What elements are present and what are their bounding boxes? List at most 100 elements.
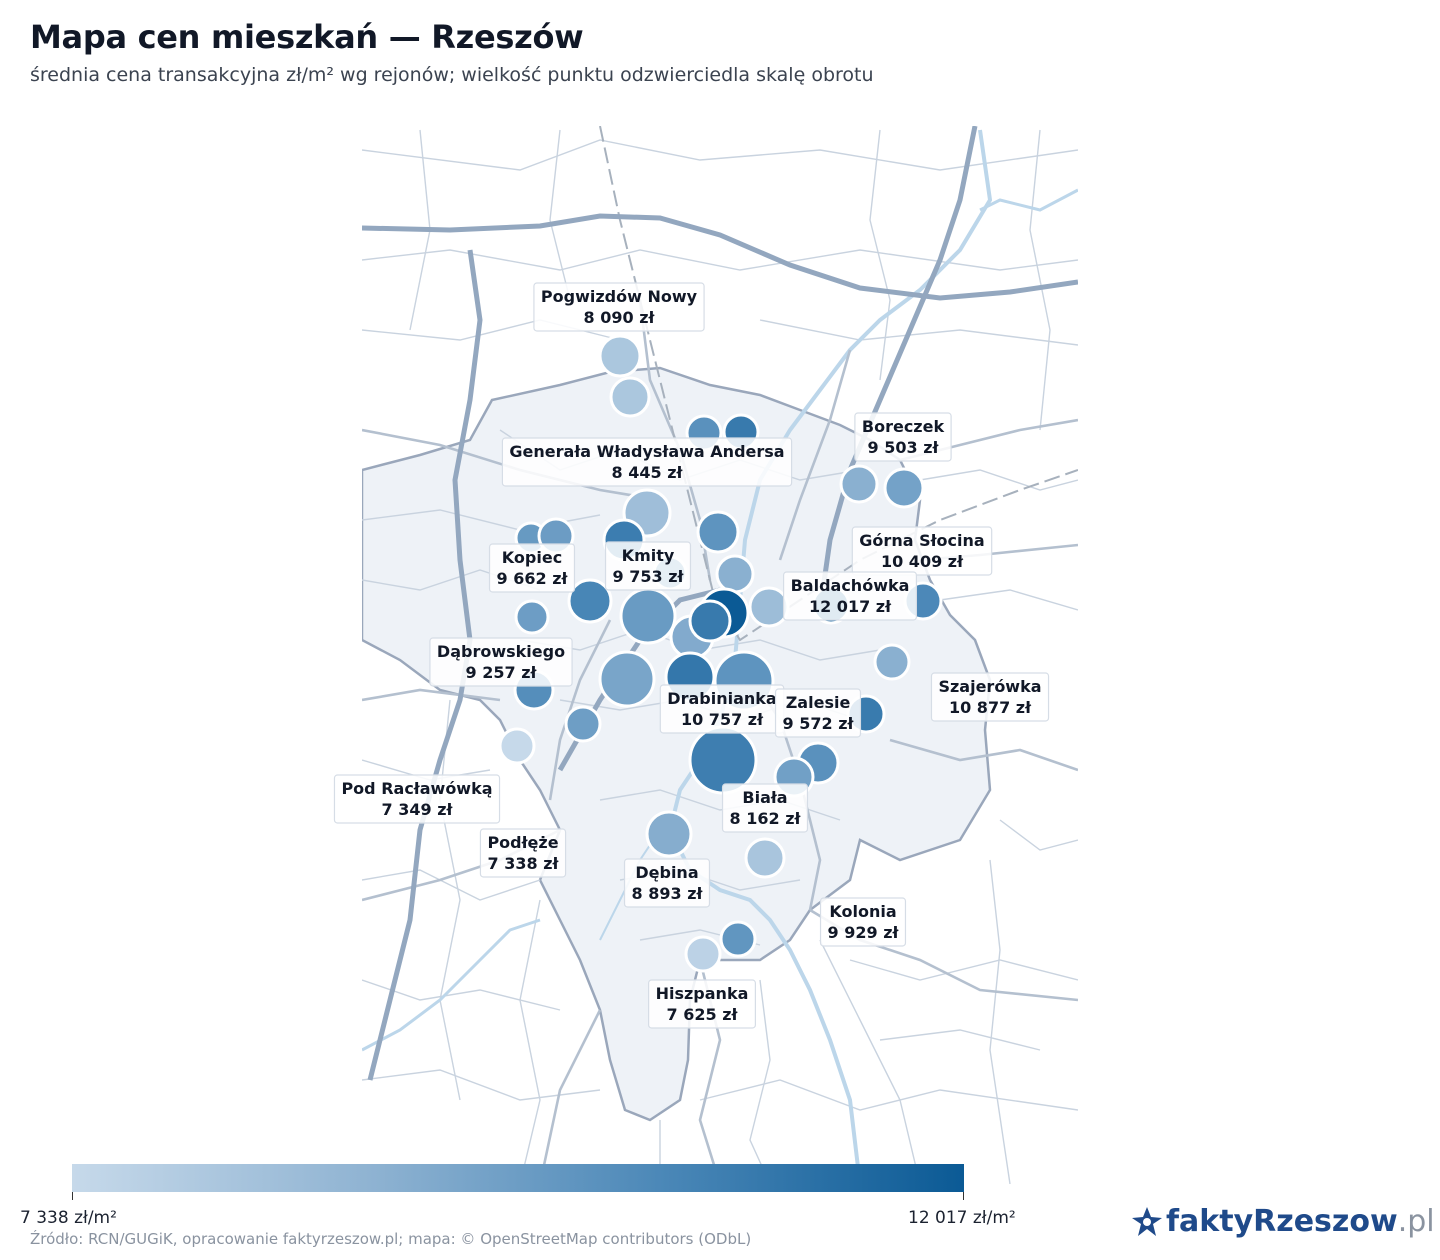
district-price: 9 503 zł bbox=[868, 438, 940, 457]
district-label-box bbox=[854, 412, 952, 462]
color-scale-tick-max bbox=[963, 1192, 964, 1200]
cross-logo-icon bbox=[1132, 1206, 1162, 1236]
brand-name: faktyRzeszow bbox=[1166, 1204, 1398, 1239]
district-label: Pod Racławówką 7 349 zł bbox=[333, 774, 501, 824]
district-price: 9 257 zł bbox=[466, 663, 538, 682]
district-name: Baldachówka bbox=[791, 576, 910, 595]
district-label-box bbox=[479, 828, 567, 878]
district-marker[interactable] bbox=[645, 810, 693, 858]
district-price: 12 017 zł bbox=[809, 597, 892, 616]
district-name: Drabinianka bbox=[667, 689, 776, 708]
district-label-box bbox=[930, 672, 1050, 722]
district-marker[interactable] bbox=[564, 705, 602, 743]
district-label-box bbox=[774, 688, 862, 738]
district-label: Szajerówka 10 877 zł bbox=[930, 672, 1050, 722]
district-label-box bbox=[819, 897, 907, 947]
color-scale-bar bbox=[72, 1164, 964, 1192]
district-price: 7 349 zł bbox=[382, 800, 454, 819]
color-scale-tick-min bbox=[72, 1192, 73, 1200]
map-subtitle: średnia cena transakcyjna zł/m² wg rejon… bbox=[30, 64, 874, 86]
district-marker[interactable] bbox=[514, 599, 550, 635]
district-label: Hiszpanka 7 625 zł bbox=[648, 979, 756, 1029]
map-title: Mapa cen mieszkań — Rzeszów bbox=[30, 18, 584, 56]
district-label-box bbox=[501, 437, 793, 487]
district-name: Hiszpanka bbox=[656, 984, 749, 1003]
district-label: Baldachówka 12 017 zł bbox=[782, 571, 918, 621]
district-label: Podłęże 7 338 zł bbox=[479, 828, 567, 878]
district-label-box bbox=[782, 571, 918, 621]
district-label: Drabinianka 10 757 zł bbox=[659, 684, 785, 734]
district-label: Biała 8 162 zł bbox=[721, 783, 809, 833]
district-marker[interactable] bbox=[873, 643, 911, 681]
district-price: 8 893 zł bbox=[632, 884, 704, 903]
district-name: Dąbrowskiego bbox=[437, 642, 565, 661]
district-marker[interactable] bbox=[567, 578, 613, 624]
district-marker[interactable] bbox=[696, 510, 740, 554]
district-name: Dębina bbox=[635, 863, 698, 882]
district-label-box bbox=[533, 282, 705, 332]
district-price: 10 877 zł bbox=[949, 698, 1032, 717]
district-price: 10 409 zł bbox=[881, 552, 964, 571]
district-label-box bbox=[623, 858, 711, 908]
district-price: 8 445 zł bbox=[612, 463, 684, 482]
district-name: Biała bbox=[742, 788, 787, 807]
district-name: Generała Władysława Andersa bbox=[509, 442, 784, 461]
district-marker[interactable] bbox=[719, 920, 757, 958]
district-price: 7 338 zł bbox=[488, 854, 560, 873]
district-label: Zalesie 9 572 zł bbox=[774, 688, 862, 738]
district-name: Boreczek bbox=[862, 417, 945, 436]
district-marker[interactable] bbox=[684, 935, 722, 973]
district-price: 7 625 zł bbox=[667, 1005, 739, 1024]
district-name: Kmity bbox=[622, 546, 675, 565]
district-label: Boreczek 9 503 zł bbox=[854, 412, 952, 462]
district-label-box bbox=[488, 543, 576, 593]
district-marker[interactable] bbox=[688, 725, 758, 795]
district-label-box bbox=[648, 979, 756, 1029]
district-name: Kopiec bbox=[502, 548, 562, 567]
district-label: Kolonia 9 929 zł bbox=[819, 897, 907, 947]
district-name: Szajerówka bbox=[938, 677, 1041, 696]
district-price: 10 757 zł bbox=[681, 710, 764, 729]
district-price: 9 572 zł bbox=[783, 714, 855, 733]
brand-logo: faktyRzeszow .pl bbox=[1130, 1204, 1435, 1239]
district-marker[interactable] bbox=[688, 599, 732, 643]
district-marker[interactable] bbox=[598, 334, 642, 378]
district-labels: Pogwizdów Nowy 8 090 zł Generała Władysław… bbox=[333, 282, 1050, 1029]
source-note: Źródło: RCN/GUGiK, opracowanie faktyrzes… bbox=[30, 1230, 752, 1248]
district-name: Kolonia bbox=[829, 902, 896, 921]
district-label: Górna Słocina 10 409 zł bbox=[851, 526, 993, 576]
district-price: 9 929 zł bbox=[828, 923, 900, 942]
district-price: 8 090 zł bbox=[584, 308, 656, 327]
district-name: Pogwizdów Nowy bbox=[541, 287, 698, 306]
district-label: Kmity 9 753 zł bbox=[604, 541, 692, 591]
district-label: Kopiec 9 662 zł bbox=[488, 543, 576, 593]
district-label: Generała Władysława Andersa 8 445 zł bbox=[501, 437, 793, 487]
district-marker[interactable] bbox=[609, 376, 651, 418]
color-scale-min-label: 7 338 zł/m² bbox=[20, 1208, 117, 1228]
district-label-box bbox=[604, 541, 692, 591]
district-label: Dębina 8 893 zł bbox=[623, 858, 711, 908]
district-marker[interactable] bbox=[748, 586, 790, 628]
district-label-box bbox=[851, 526, 993, 576]
district-marker[interactable] bbox=[715, 554, 755, 594]
district-name: Zalesie bbox=[786, 693, 851, 712]
district-label: Pogwizdów Nowy 8 090 zł bbox=[533, 282, 705, 332]
district-price: 8 162 zł bbox=[730, 809, 802, 828]
district-name: Podłęże bbox=[487, 833, 558, 852]
district-name: Pod Racławówką bbox=[341, 779, 492, 798]
color-scale-max-label: 12 017 zł/m² bbox=[908, 1208, 1016, 1228]
district-marker[interactable] bbox=[744, 837, 786, 879]
district-marker[interactable] bbox=[498, 727, 536, 765]
district-marker[interactable] bbox=[883, 467, 925, 509]
district-marker[interactable] bbox=[839, 464, 879, 504]
district-name: Górna Słocina bbox=[859, 531, 984, 550]
district-marker[interactable] bbox=[598, 650, 656, 708]
district-label-box bbox=[429, 637, 573, 687]
district-label-box bbox=[333, 774, 501, 824]
district-label-box bbox=[721, 783, 809, 833]
district-label: Dąbrowskiego 9 257 zł bbox=[429, 637, 573, 687]
district-marker[interactable] bbox=[619, 587, 677, 645]
district-price: 9 753 zł bbox=[613, 567, 685, 586]
district-price: 9 662 zł bbox=[497, 569, 569, 588]
